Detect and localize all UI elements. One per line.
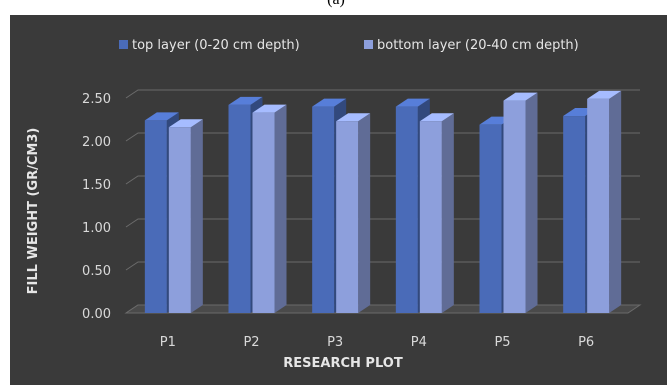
x-tick-label: P2 bbox=[243, 335, 259, 350]
y-tick-label: 2.50 bbox=[82, 92, 111, 107]
gridlines bbox=[125, 89, 640, 314]
bar-side bbox=[441, 113, 454, 313]
gridline bbox=[125, 132, 640, 142]
bar-bottom-layer bbox=[336, 113, 371, 313]
bar-top bbox=[168, 119, 203, 128]
legend-label: bottom layer (20-40 cm depth) bbox=[377, 38, 579, 53]
legend-swatch bbox=[364, 40, 373, 49]
legend: top layer (0-20 cm depth) bottom layer (2… bbox=[119, 38, 579, 53]
chart-panel: 0.00 0.50 1.00 1.50 2.00 2.50 P1 P2 P3 P4 P5 P6 to… bbox=[10, 15, 667, 385]
legend-label: top layer (0-20 cm depth) bbox=[132, 38, 300, 53]
bar-bottom-layer bbox=[252, 104, 287, 314]
x-tick-label: P5 bbox=[494, 335, 510, 350]
bar-bottom-layer bbox=[419, 113, 454, 313]
gridline bbox=[125, 89, 640, 99]
bar-front bbox=[168, 127, 191, 314]
bar-side bbox=[274, 104, 287, 314]
x-tick-label: P3 bbox=[327, 335, 343, 350]
gridline bbox=[125, 261, 640, 271]
y-tick-label: 1.50 bbox=[82, 178, 111, 193]
bar-front bbox=[503, 100, 526, 313]
floor-plane bbox=[124, 304, 642, 314]
bar-front bbox=[395, 106, 418, 313]
bar-top bbox=[587, 90, 622, 99]
bar-front bbox=[587, 98, 610, 313]
bar-bottom-layer bbox=[503, 92, 538, 313]
x-tick-label: P6 bbox=[578, 335, 594, 350]
bar-top bbox=[312, 98, 347, 107]
bar-front bbox=[336, 121, 359, 313]
bar-front bbox=[419, 121, 442, 313]
bar-side bbox=[358, 113, 371, 313]
bar-side bbox=[525, 92, 538, 313]
bar-top bbox=[503, 92, 538, 101]
y-tick-label: 2.00 bbox=[82, 135, 111, 150]
y-tick-label: 0.00 bbox=[82, 307, 111, 322]
bar-chart: 0.00 0.50 1.00 1.50 2.00 2.50 P1 P2 P3 P4 P5 P6 to… bbox=[26, 38, 642, 371]
bar-front bbox=[144, 120, 167, 313]
y-axis-ticks: 0.00 0.50 1.00 1.50 2.00 2.50 bbox=[82, 92, 111, 322]
gridline bbox=[125, 175, 640, 185]
y-tick-label: 0.50 bbox=[82, 264, 111, 279]
legend-swatch bbox=[119, 40, 128, 49]
y-axis-title: FILL WEIGHT (GR/CM3) bbox=[26, 128, 41, 295]
bar-top bbox=[252, 104, 287, 113]
bar-top bbox=[336, 113, 371, 122]
bar-side bbox=[190, 119, 203, 314]
bar-front bbox=[252, 112, 275, 314]
x-tick-label: P1 bbox=[160, 335, 176, 350]
bar-top bbox=[228, 96, 263, 105]
bar-top bbox=[144, 112, 179, 121]
gridline bbox=[125, 218, 640, 228]
x-axis-title: RESEARCH PLOT bbox=[283, 356, 403, 371]
bar-front bbox=[228, 104, 251, 313]
figure-caption: (a) bbox=[0, 0, 672, 9]
bar-side bbox=[609, 90, 622, 313]
bar-top bbox=[395, 98, 430, 107]
x-axis-ticks: P1 P2 P3 P4 P5 P6 bbox=[160, 335, 594, 350]
bar-front bbox=[479, 124, 502, 313]
bar-front bbox=[563, 116, 586, 313]
bar-bottom-layer bbox=[168, 119, 203, 314]
x-tick-label: P4 bbox=[411, 335, 427, 350]
bar-front bbox=[312, 106, 335, 313]
chart-floor bbox=[124, 304, 642, 314]
bars bbox=[144, 90, 622, 314]
bar-bottom-layer bbox=[587, 90, 622, 313]
y-tick-label: 1.00 bbox=[82, 221, 111, 236]
bar-top bbox=[419, 113, 454, 122]
